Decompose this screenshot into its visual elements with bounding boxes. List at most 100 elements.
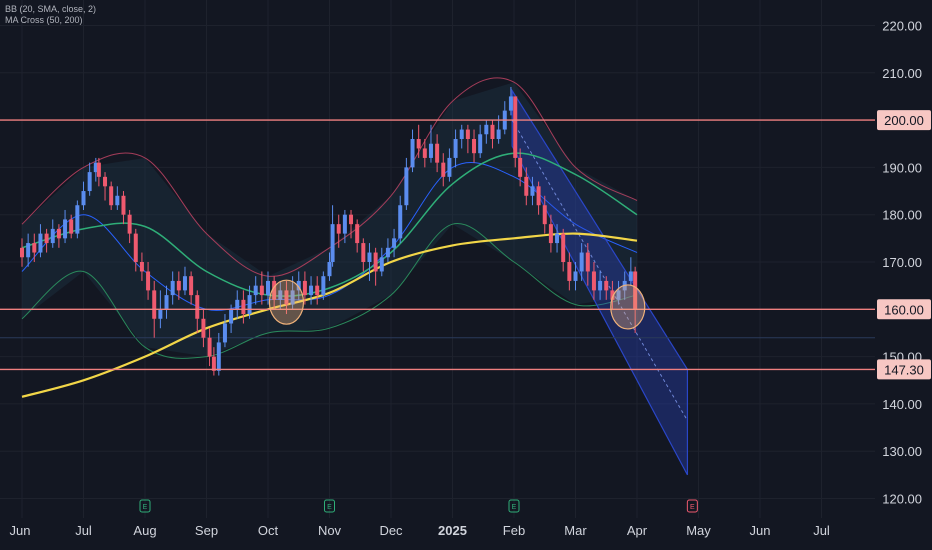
legend-bb[interactable]: BB (20, SMA, close, 2) (5, 4, 97, 14)
candle-body[interactable] (201, 318, 206, 338)
candle-body[interactable] (75, 205, 80, 234)
candle-body[interactable] (633, 271, 638, 310)
candle-body[interactable] (361, 243, 366, 262)
level-price-tag[interactable] (877, 299, 931, 320)
candle-body[interactable] (222, 323, 227, 343)
candle-body[interactable] (253, 285, 258, 296)
candle-body[interactable] (472, 139, 477, 154)
candle-body[interactable] (315, 285, 320, 296)
candle-body[interactable] (284, 290, 289, 305)
candle-body[interactable] (32, 243, 37, 253)
candle-body[interactable] (266, 280, 270, 296)
candle-body[interactable] (164, 295, 169, 310)
candle-body[interactable] (127, 214, 132, 234)
sma200-line[interactable] (21, 232, 638, 398)
candle-body[interactable] (591, 271, 596, 291)
candle-body[interactable] (103, 176, 108, 187)
candle-body[interactable] (189, 276, 194, 296)
candle-body[interactable] (309, 285, 314, 296)
candle-body[interactable] (355, 224, 360, 244)
candle-body[interactable] (616, 290, 621, 300)
candle-body[interactable] (321, 276, 326, 296)
candle-body[interactable] (296, 280, 301, 291)
candle-body[interactable] (573, 271, 578, 281)
candle-body[interactable] (56, 228, 61, 239)
candle-body[interactable] (109, 186, 114, 206)
candle-body[interactable] (398, 205, 403, 239)
candle-body[interactable] (478, 134, 483, 154)
candle-body[interactable] (604, 280, 609, 291)
candle-body[interactable] (508, 96, 513, 111)
candle-body[interactable] (342, 214, 347, 234)
candle-body[interactable] (158, 309, 163, 319)
earnings-marker[interactable] (324, 499, 335, 513)
candle-body[interactable] (628, 271, 633, 281)
candle-body[interactable] (422, 148, 427, 158)
candle-body[interactable] (410, 139, 415, 168)
legend-ma-cross[interactable]: MA Cross (50, 200) (5, 15, 83, 25)
candle-body[interactable] (278, 290, 283, 300)
candle-body[interactable] (336, 224, 341, 234)
candle-body[interactable] (81, 191, 86, 206)
candle-body[interactable] (50, 228, 55, 244)
candle-body[interactable] (579, 252, 584, 272)
candle-body[interactable] (561, 233, 566, 262)
candle-body[interactable] (447, 157, 452, 177)
candle-body[interactable] (330, 224, 335, 262)
candle-body[interactable] (133, 233, 138, 262)
candle-body[interactable] (530, 186, 535, 196)
candle-body[interactable] (367, 252, 372, 262)
candle-body[interactable] (216, 342, 221, 371)
candle-body[interactable] (441, 162, 446, 177)
level-price-tag[interactable] (877, 110, 931, 131)
candle-body[interactable] (484, 124, 489, 135)
candle-body[interactable] (302, 280, 307, 296)
candle-body[interactable] (610, 290, 615, 300)
candle-body[interactable] (26, 243, 31, 258)
candle-body[interactable] (20, 247, 24, 258)
candle-body[interactable] (259, 285, 264, 296)
candle-body[interactable] (373, 252, 378, 272)
candle-body[interactable] (518, 157, 523, 177)
candle-body[interactable] (542, 205, 547, 225)
candle-body[interactable] (69, 219, 74, 234)
candle-body[interactable] (349, 214, 354, 225)
candle-body[interactable] (96, 162, 101, 177)
candle-body[interactable] (453, 139, 458, 158)
candle-body[interactable] (435, 143, 440, 163)
candle-body[interactable] (404, 167, 409, 206)
candle-body[interactable] (115, 195, 120, 206)
candle-body[interactable] (585, 252, 590, 272)
candle-body[interactable] (272, 280, 277, 300)
candle-body[interactable] (63, 219, 68, 239)
candle-body[interactable] (38, 233, 43, 253)
candle-body[interactable] (247, 295, 252, 315)
candle-body[interactable] (496, 129, 501, 139)
earnings-marker[interactable] (686, 499, 698, 513)
candle-body[interactable] (392, 238, 397, 248)
candle-body[interactable] (513, 96, 518, 158)
candle-body[interactable] (567, 262, 572, 281)
candle-body[interactable] (490, 124, 495, 139)
candle-body[interactable] (548, 224, 553, 244)
candle-body[interactable] (327, 262, 332, 277)
candle-body[interactable] (195, 295, 200, 319)
candle-body[interactable] (241, 299, 246, 315)
candle-body[interactable] (536, 186, 541, 206)
candle-body[interactable] (170, 280, 175, 296)
candle-body[interactable] (139, 262, 144, 272)
level-price-tag[interactable] (877, 359, 931, 380)
candle-body[interactable] (379, 257, 384, 272)
highlight-circle[interactable] (268, 279, 305, 325)
candle-body[interactable] (229, 309, 234, 324)
candle-body[interactable] (146, 271, 151, 291)
candle-body[interactable] (555, 233, 560, 244)
candle-body[interactable] (416, 139, 421, 149)
candle-body[interactable] (176, 280, 181, 291)
earnings-marker[interactable] (139, 499, 151, 513)
candle-body[interactable] (207, 337, 212, 357)
candle-body[interactable] (428, 143, 433, 158)
candle-body[interactable] (459, 129, 464, 139)
candle-body[interactable] (598, 280, 603, 291)
